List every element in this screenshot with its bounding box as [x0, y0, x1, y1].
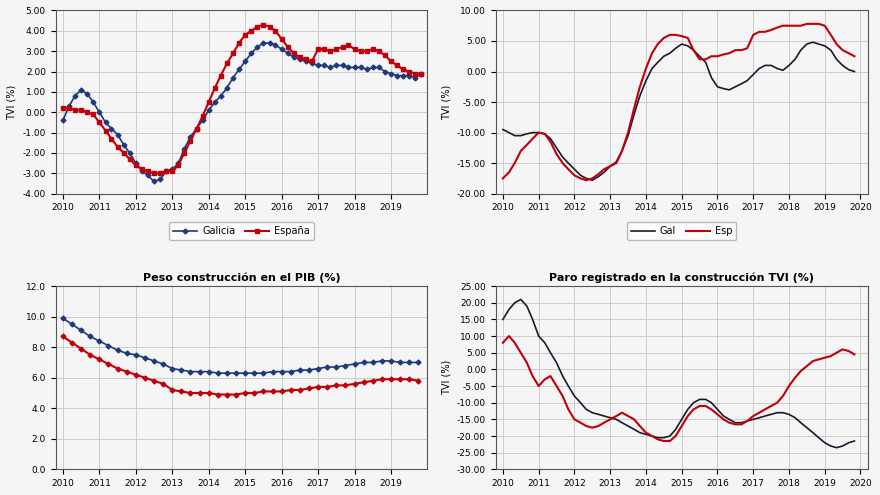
- Gal: [593, 174, 604, 180]
- Esp: [623, 413, 634, 419]
- España: [258, 22, 268, 28]
- Line: Gal: Gal: [502, 42, 854, 180]
- Title: Paro registrado en la construcción TVI (%): Paro registrado en la construcción TVI (…: [549, 272, 814, 283]
- Gal: [497, 316, 508, 322]
- Line: España: España: [61, 23, 423, 175]
- Gal: [516, 297, 526, 302]
- Galicia: [179, 146, 189, 152]
- Gal: [623, 133, 634, 139]
- Esp: [623, 130, 634, 136]
- Esp: [563, 406, 574, 412]
- Galicia: [258, 40, 268, 46]
- Esp: [497, 175, 508, 181]
- Esp: [802, 21, 812, 27]
- Gal: [849, 68, 860, 74]
- Esp: [605, 416, 615, 422]
- Esp: [581, 177, 591, 183]
- Gal: [724, 416, 735, 422]
- Galicia: [295, 56, 305, 62]
- Gal: [617, 148, 627, 154]
- Gal: [808, 39, 818, 45]
- Esp: [658, 438, 669, 444]
- Esp: [605, 163, 615, 169]
- Legend: Galicia, España: Galicia, España: [169, 222, 314, 240]
- Line: Galicia: Galicia: [61, 41, 423, 183]
- España: [149, 170, 159, 176]
- Line: Gal: Gal: [502, 299, 854, 447]
- Y-axis label: TVI (%): TVI (%): [442, 360, 451, 396]
- Galicia: [119, 142, 129, 148]
- España: [155, 170, 165, 176]
- Galicia: [167, 166, 178, 172]
- Gal: [605, 163, 615, 169]
- Esp: [503, 333, 514, 339]
- Gal: [497, 127, 508, 133]
- Gal: [724, 87, 735, 93]
- Line: Esp: Esp: [502, 24, 854, 180]
- España: [119, 150, 129, 156]
- Galicia: [155, 176, 165, 182]
- Title: Peso construcción en el PIB (%): Peso construcción en el PIB (%): [143, 272, 341, 283]
- Esp: [497, 340, 508, 346]
- Gal: [557, 154, 568, 160]
- Esp: [593, 171, 604, 177]
- Galicia: [185, 134, 195, 140]
- Galicia: [149, 179, 159, 185]
- España: [179, 150, 189, 156]
- Gal: [623, 423, 634, 429]
- Gal: [593, 411, 604, 417]
- Esp: [730, 421, 741, 427]
- Galicia: [416, 71, 427, 77]
- España: [295, 54, 305, 60]
- Esp: [617, 148, 627, 154]
- Gal: [832, 445, 842, 450]
- Esp: [617, 410, 627, 416]
- Gal: [605, 415, 615, 421]
- Esp: [724, 50, 735, 56]
- Gal: [849, 438, 860, 444]
- Gal: [617, 420, 627, 426]
- España: [185, 138, 195, 144]
- Esp: [557, 160, 568, 166]
- Galicia: [57, 117, 68, 123]
- España: [167, 168, 178, 174]
- Y-axis label: TVI (%): TVI (%): [442, 85, 451, 120]
- Esp: [849, 53, 860, 59]
- España: [416, 71, 427, 77]
- Gal: [563, 383, 574, 389]
- España: [57, 105, 68, 111]
- Esp: [593, 423, 604, 429]
- Gal: [587, 177, 598, 183]
- Legend: Gal, Esp: Gal, Esp: [627, 222, 737, 240]
- Line: Esp: Esp: [502, 336, 854, 441]
- Y-axis label: TVI (%): TVI (%): [7, 85, 17, 120]
- Esp: [849, 351, 860, 357]
